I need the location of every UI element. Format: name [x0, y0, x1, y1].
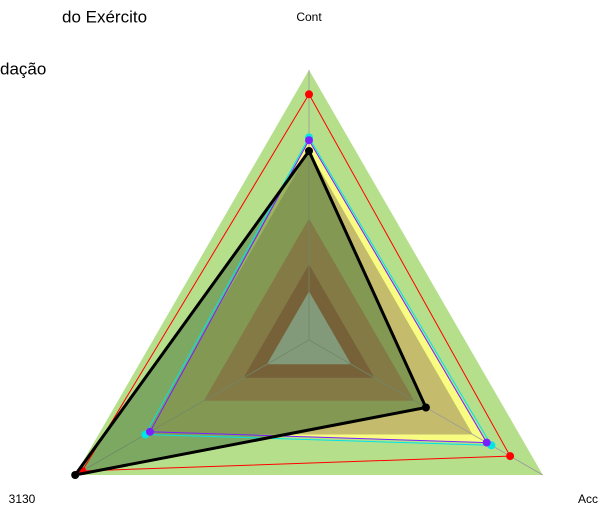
axis-label: Cont — [296, 10, 322, 24]
axis-label: Acc — [578, 492, 598, 506]
series-line — [71, 148, 429, 478]
series-point — [421, 403, 430, 412]
series-point — [482, 438, 491, 447]
series-point — [506, 452, 515, 461]
series-line — [81, 93, 511, 472]
series-point — [305, 147, 313, 155]
series-point — [145, 427, 154, 436]
chart-subtitle: dação — [0, 59, 46, 78]
series-point — [305, 90, 313, 99]
series-line — [149, 139, 488, 444]
series-fill — [75, 151, 426, 475]
chart-title: do Exército — [62, 7, 147, 26]
series-point — [71, 471, 80, 479]
series-line — [144, 136, 493, 446]
series-point — [305, 136, 313, 145]
axis-label: 3130 — [9, 492, 36, 506]
